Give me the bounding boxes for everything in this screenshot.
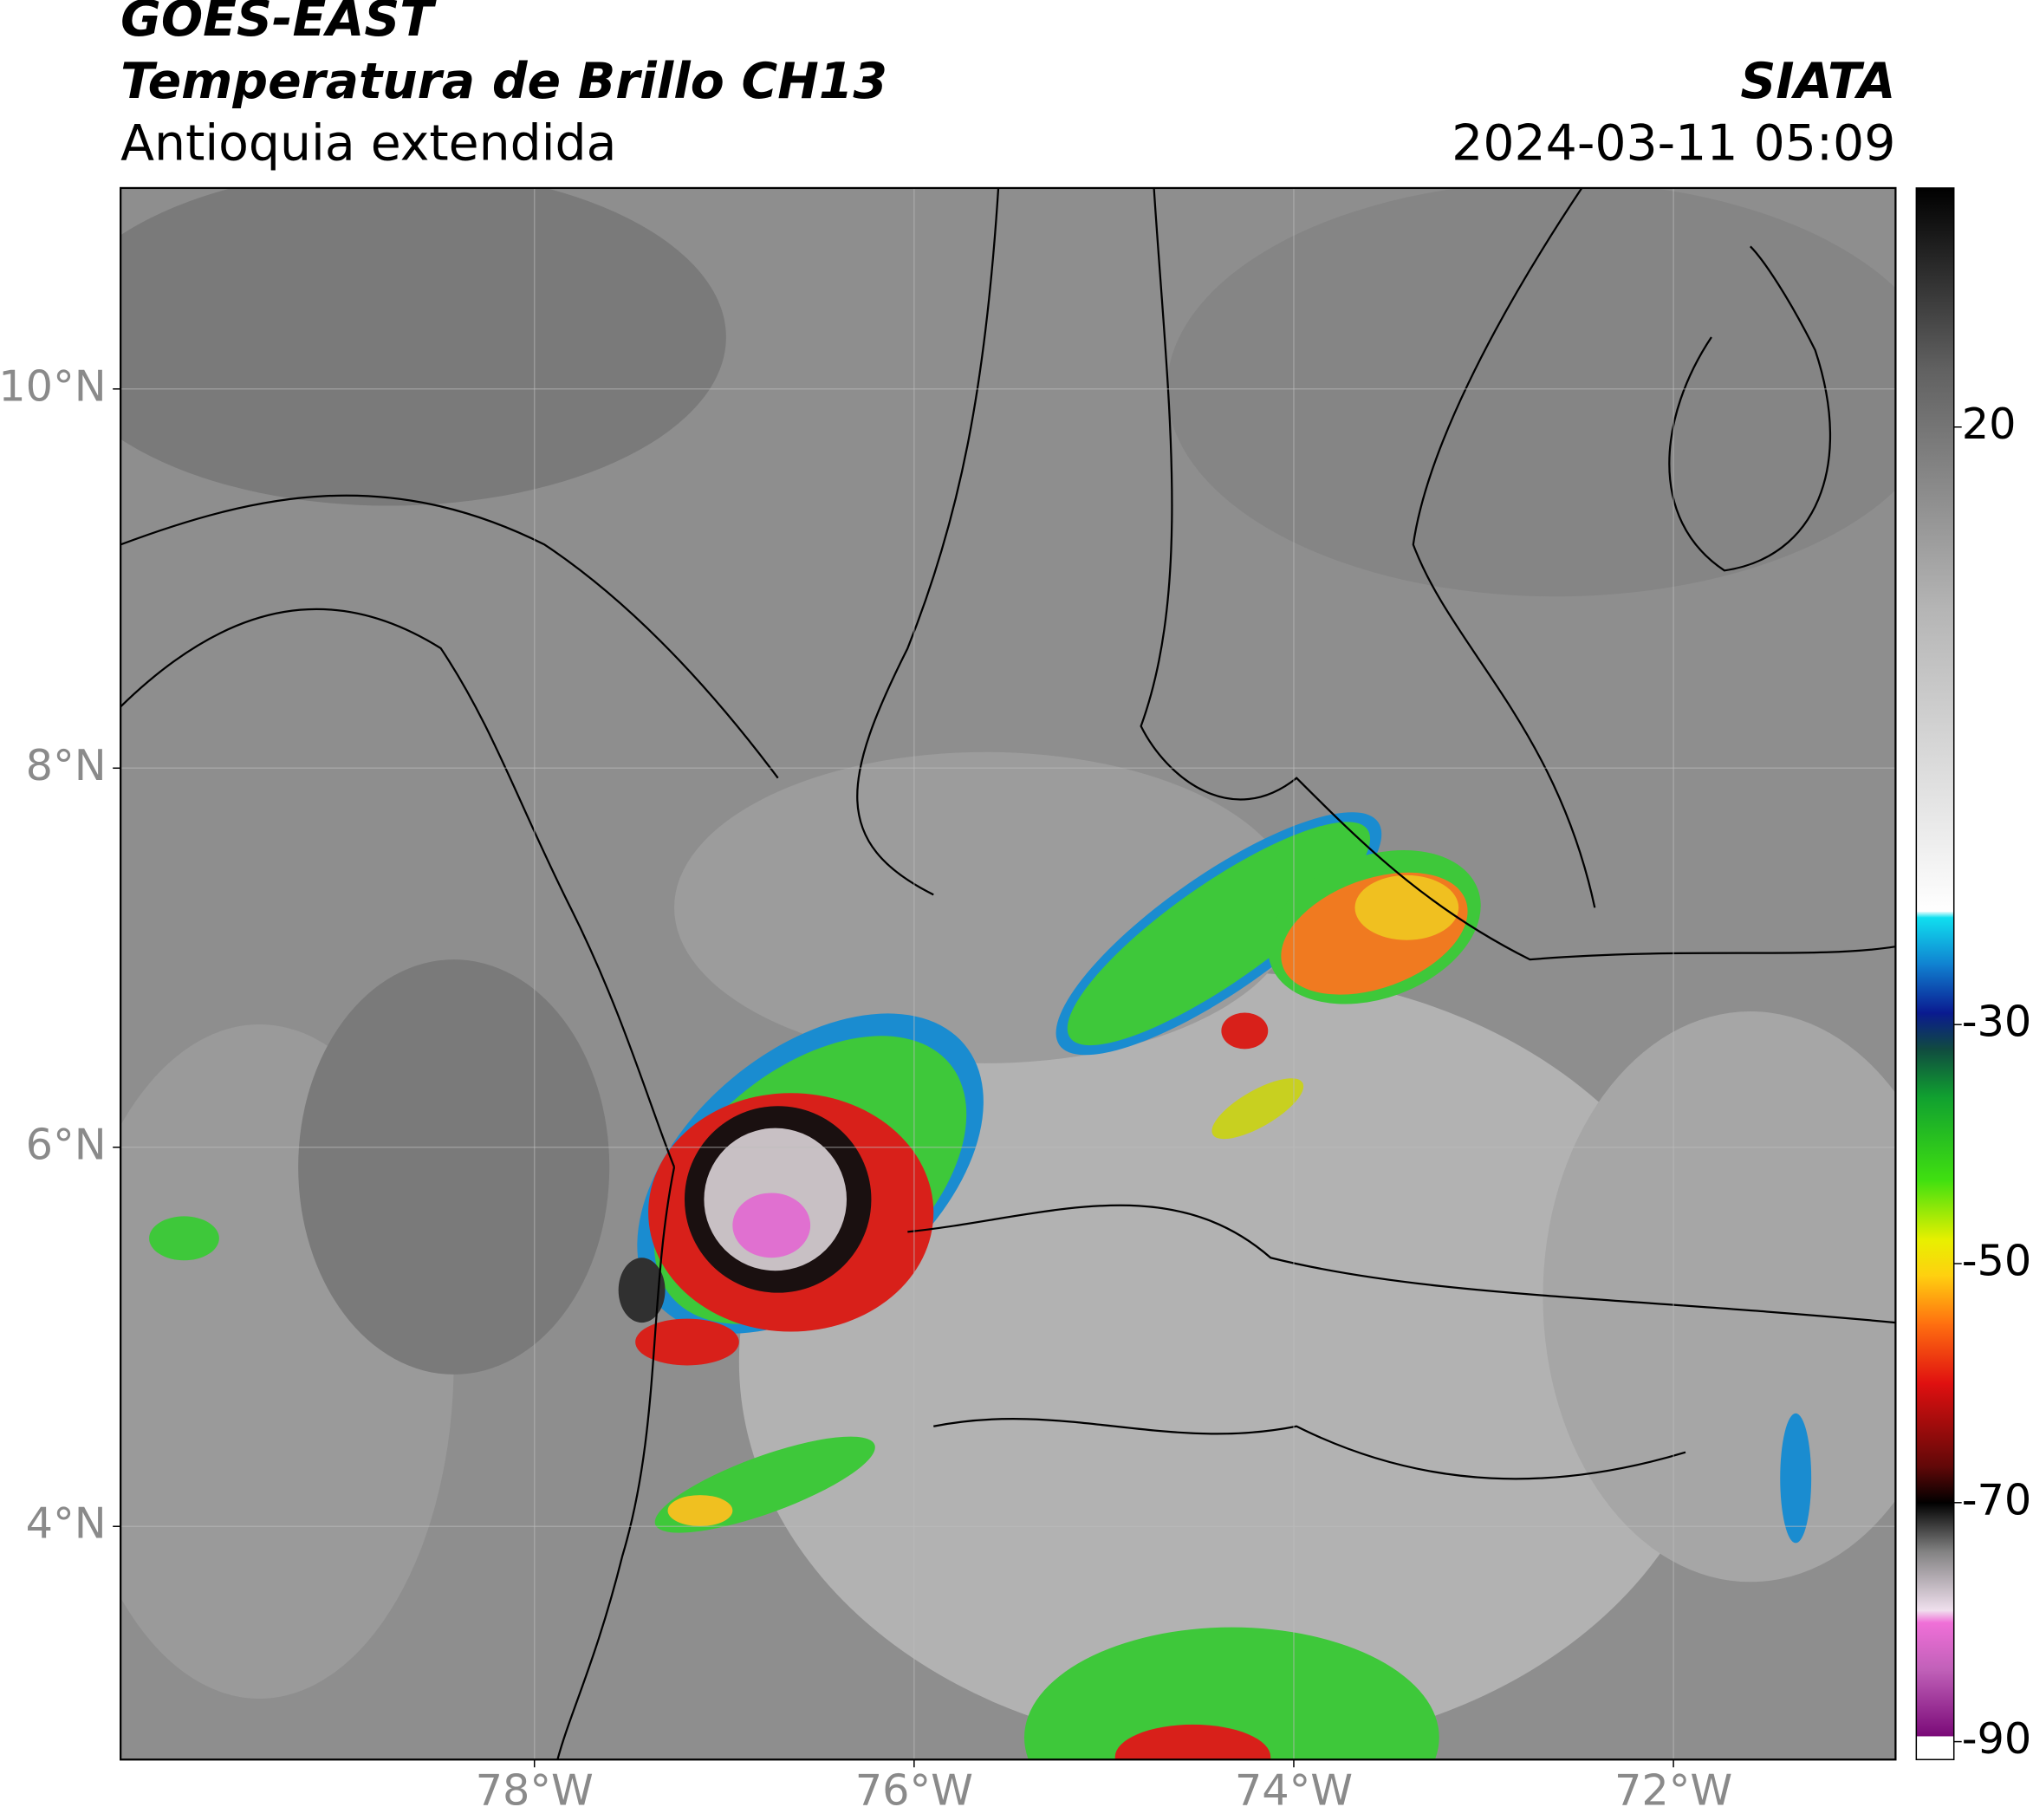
colorbar-segment (1916, 1382, 1954, 1468)
colorbar-segment (1916, 1609, 1954, 1623)
colorbar-segment (1916, 1622, 1954, 1671)
x-tick-label: 74°W (1235, 1765, 1353, 1816)
colorbar-segment (1916, 367, 1954, 608)
y-tick-label: 4°N (26, 1498, 107, 1549)
y-tick-label: 8°N (26, 740, 107, 790)
colorbar-segment (1916, 606, 1954, 912)
colorbar-segment (1916, 1048, 1954, 1097)
colorbar-segment (1916, 1095, 1954, 1181)
colorbar-segment (1916, 1466, 1954, 1504)
x-tick-label: 78°W (476, 1765, 594, 1816)
colorbar-tick-label: -70 (1962, 1474, 2032, 1524)
satellite-image (120, 187, 1896, 1760)
datetime: 2024-03-11 05:09 (1452, 115, 1895, 172)
colorbar-segment (1916, 1275, 1954, 1324)
region: Antioquia extendida (120, 115, 616, 172)
colorbar-segment (1916, 1239, 1954, 1277)
colorbar-tick-label: -30 (1962, 997, 2032, 1047)
colorbar-segment (1916, 1323, 1954, 1384)
source: SIATA (1740, 53, 1895, 110)
colorbar-segment (1916, 1012, 1954, 1050)
colorbar-tick-label: 20 (1962, 399, 2017, 449)
colorbar-segment (1916, 917, 1954, 966)
colorbar-segment (1916, 1550, 1954, 1611)
y-tick-label: 10°N (0, 361, 107, 411)
colorbar-segment (1916, 1669, 1954, 1737)
colorbar-segment (1916, 965, 1954, 1014)
colorbar-segment (1916, 1180, 1954, 1241)
colorbar-tick-label: -90 (1962, 1713, 2032, 1764)
colorbar-tick-label: -50 (1962, 1236, 2032, 1286)
colorbar-segment (1916, 1735, 1954, 1761)
x-tick-label: 72°W (1614, 1765, 1732, 1816)
map-frame (120, 186, 1897, 1761)
title: GOES-EAST (120, 0, 437, 48)
colorbar-segment (1916, 1502, 1954, 1551)
colorbar-segment (1916, 911, 1954, 918)
colorbar-segment (1916, 187, 1954, 368)
subtitle: Temperatura de Brillo CH13 (120, 53, 887, 110)
y-tick-label: 6°N (26, 1119, 107, 1169)
x-tick-label: 76°W (855, 1765, 973, 1816)
colorbar-frame (1915, 187, 1955, 1761)
